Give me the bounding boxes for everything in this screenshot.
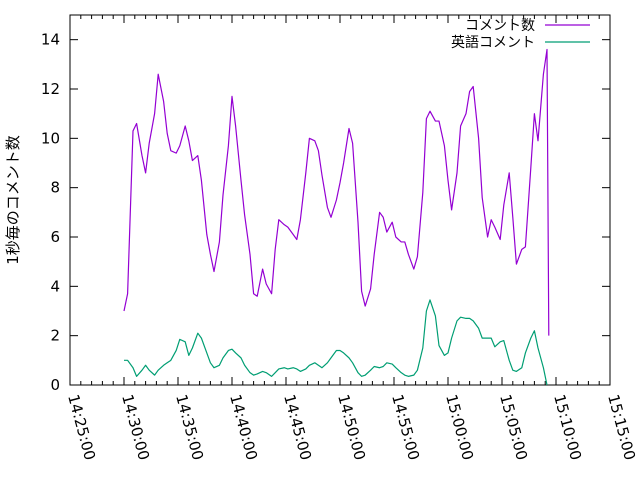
legend-label: コメント数	[465, 18, 535, 34]
series-lines	[123, 48, 550, 386]
y-tick-label: 12	[41, 80, 60, 98]
y-tick-label: 2	[50, 327, 60, 345]
series-2	[124, 299, 548, 386]
series-line	[123, 48, 550, 336]
series-1	[123, 48, 550, 336]
y-tick-label: 14	[41, 31, 60, 49]
y-tick-label: 6	[50, 228, 60, 246]
y-tick-label: 4	[50, 277, 60, 295]
y-tick-label: 8	[50, 179, 60, 197]
legend-label: 英語コメント	[451, 34, 535, 51]
series-line	[124, 299, 548, 386]
y-axis-label: 1秒毎のコメント数	[4, 135, 22, 265]
y-tick-label: 0	[50, 376, 60, 394]
y-tick-label: 10	[41, 129, 60, 147]
y-axis-ticks: 0 2 4 6 8 10 12 14	[41, 31, 610, 394]
